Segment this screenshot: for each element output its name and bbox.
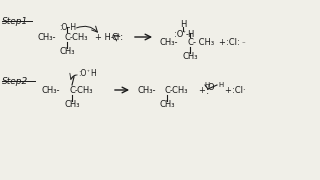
Text: :O: :O bbox=[174, 30, 183, 39]
Text: +: + bbox=[224, 86, 231, 94]
Text: :: : bbox=[206, 86, 209, 96]
Text: C: C bbox=[164, 86, 170, 94]
Text: -H: -H bbox=[186, 30, 196, 39]
Text: H: H bbox=[90, 69, 96, 78]
Text: ⁺: ⁺ bbox=[183, 30, 186, 35]
Text: -CH₃: -CH₃ bbox=[75, 86, 93, 94]
Text: :Cl·: :Cl· bbox=[232, 86, 246, 94]
Text: ⁺: ⁺ bbox=[87, 69, 90, 75]
Text: -CH₃: -CH₃ bbox=[70, 33, 89, 42]
Text: + H-: + H- bbox=[95, 33, 114, 42]
Text: -CH₃: -CH₃ bbox=[170, 86, 188, 94]
Text: H: H bbox=[218, 82, 223, 88]
Text: CH₃-: CH₃- bbox=[42, 86, 60, 94]
Text: CH₃-: CH₃- bbox=[160, 37, 179, 46]
Text: CH₃-: CH₃- bbox=[38, 33, 57, 42]
Text: - CH₃: - CH₃ bbox=[193, 37, 214, 46]
Text: +: + bbox=[218, 37, 225, 46]
Text: Step2: Step2 bbox=[2, 77, 28, 86]
Text: :Cl:: :Cl: bbox=[226, 37, 240, 46]
Text: :O-H: :O-H bbox=[60, 22, 76, 32]
Text: O: O bbox=[208, 82, 215, 91]
Text: CH₃: CH₃ bbox=[59, 46, 75, 55]
Text: Cl: Cl bbox=[112, 33, 120, 42]
Text: Step1: Step1 bbox=[2, 17, 28, 26]
Text: :: : bbox=[120, 32, 123, 42]
Text: H: H bbox=[180, 19, 186, 28]
Text: CH₃-: CH₃- bbox=[138, 86, 156, 94]
Text: CH₃: CH₃ bbox=[64, 100, 80, 109]
Text: CH₃: CH₃ bbox=[182, 51, 198, 60]
Text: H: H bbox=[204, 82, 209, 88]
Text: +: + bbox=[198, 86, 205, 94]
Text: CH₃: CH₃ bbox=[159, 100, 175, 109]
Text: C: C bbox=[69, 86, 75, 94]
Text: ⁻: ⁻ bbox=[242, 41, 246, 47]
Text: :O: :O bbox=[78, 69, 86, 78]
Text: C: C bbox=[64, 33, 70, 42]
Text: C: C bbox=[187, 37, 193, 46]
